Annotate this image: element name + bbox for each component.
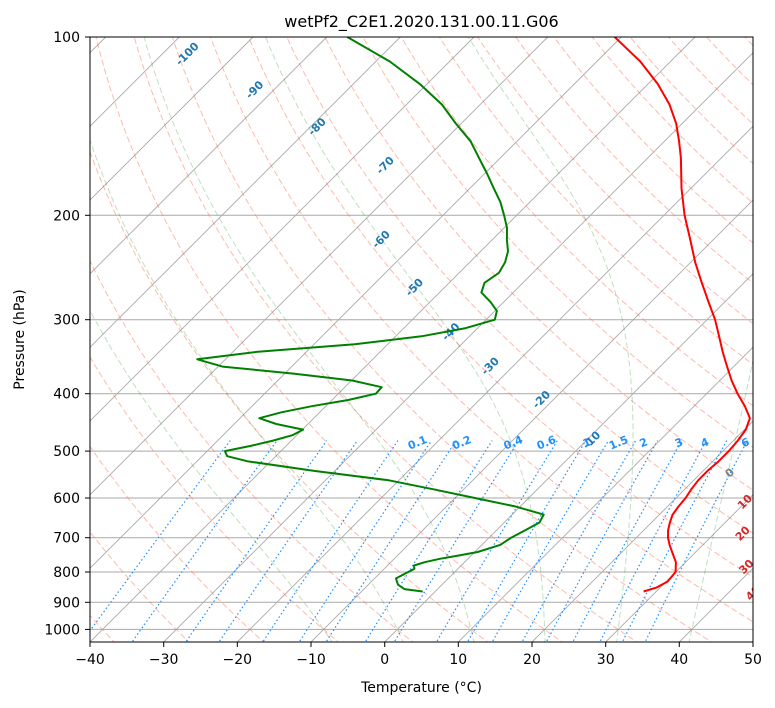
isotherm--90: [90, 37, 328, 275]
x-tick-label: 0: [380, 652, 389, 668]
moist-adiabat-line: [467, 37, 634, 642]
mixing-ratio-line: [435, 440, 558, 642]
dry-adiabat-line: [90, 356, 340, 642]
y-tick-label: 800: [53, 565, 80, 581]
x-tick-label: 20: [523, 652, 541, 668]
x-axis-title: Temperature (°C): [360, 680, 482, 696]
mixing-ratio-line: [466, 440, 587, 642]
moist-adiabat-label: 40: [743, 583, 763, 603]
dry-adiabat-line: [438, 37, 753, 366]
dry-adiabat-line: [90, 531, 190, 642]
mixing-ratio-line: [262, 440, 399, 642]
isotherm--70: [90, 37, 475, 422]
moist-adiabat-line: [90, 309, 333, 642]
y-tick-label: 100: [53, 30, 80, 46]
y-tick-label: 1000: [44, 622, 80, 638]
mixing-ratio-line: [393, 440, 520, 642]
mixing-ratio-line: [599, 440, 707, 642]
x-tick-label: 50: [744, 652, 762, 668]
isotherm-0: [384, 273, 753, 642]
mixing-ratio-label: 2: [638, 435, 650, 450]
dry-adiabat-line: [95, 37, 564, 642]
isotherm-10: [457, 346, 753, 642]
y-tick-label: 900: [53, 595, 80, 611]
x-tick-label: −20: [223, 652, 253, 668]
isotherm-20: [531, 420, 753, 642]
x-tick-label: 10: [449, 652, 467, 668]
moist-adiabat-line: [265, 37, 546, 642]
mixing-ratio-line: [131, 440, 278, 642]
plot-frame: [89, 36, 754, 643]
y-tick-label: 400: [53, 387, 80, 403]
mixing-ratio-line: [491, 440, 609, 642]
mixing-ratio-line: [298, 440, 432, 642]
x-tick-label: −30: [149, 652, 179, 668]
isotherm--10: [310, 199, 753, 642]
dry-adiabat-line: [90, 259, 414, 642]
isotherm-30: [605, 494, 753, 642]
isotherm--60: [90, 37, 549, 496]
y-tick-label: 200: [53, 208, 80, 224]
y-tick-label: 500: [53, 444, 80, 460]
dry-adiabat-line: [90, 150, 489, 642]
dry-adiabat-line: [248, 37, 753, 578]
x-tick-label: 40: [670, 652, 688, 668]
y-tick-label: 300: [53, 313, 80, 329]
mixing-ratio-label: 1: [581, 435, 593, 450]
isotherm--100: [90, 37, 254, 201]
mixing-ratio-line: [545, 440, 659, 642]
dry-adiabat-line: [515, 37, 753, 284]
moist-adiabat-line: [90, 138, 404, 642]
mixing-ratio-line: [364, 440, 493, 642]
y-tick-label: 600: [53, 491, 80, 507]
mixing-ratio-line: [621, 440, 728, 642]
dry-adiabat-line: [286, 37, 753, 534]
chart-title: wetPf2_C2E1.2020.131.00.11.G06: [284, 12, 558, 32]
y-tick-label: 700: [53, 531, 80, 547]
mixing-ratio-line: [185, 440, 328, 642]
isotherm--50: [90, 37, 622, 569]
x-tick-label: −40: [75, 652, 105, 668]
dewpoint-profile-line: [196, 37, 545, 593]
dry-adiabat-line: [324, 37, 753, 491]
dry-adiabat-line: [171, 37, 713, 642]
isotherm--30: [163, 52, 753, 642]
plot-area: -100-90-80-70-60-50-40-30-20-10010203040…: [90, 37, 763, 642]
isotherm--80: [90, 37, 401, 348]
x-tick-label: −10: [296, 652, 326, 668]
mixing-ratio-line: [521, 440, 637, 642]
dry-adiabat-line: [400, 37, 753, 407]
x-tick-label: 30: [597, 652, 615, 668]
mixing-ratio-line: [572, 440, 683, 642]
y-axis-title: Pressure (hPa): [12, 289, 28, 389]
temperature-profile-line: [614, 37, 751, 593]
dry-adiabat-line: [209, 37, 753, 623]
mixing-ratio-label: 3: [673, 435, 685, 450]
isotherm--20: [236, 125, 753, 642]
axes: −40 −30 −20 −10 0 10 20 30 40 50 100 200 300 400 500 60…: [44, 30, 762, 668]
dry-adiabat-line: [133, 37, 638, 642]
mixing-ratio-line: [325, 440, 457, 642]
